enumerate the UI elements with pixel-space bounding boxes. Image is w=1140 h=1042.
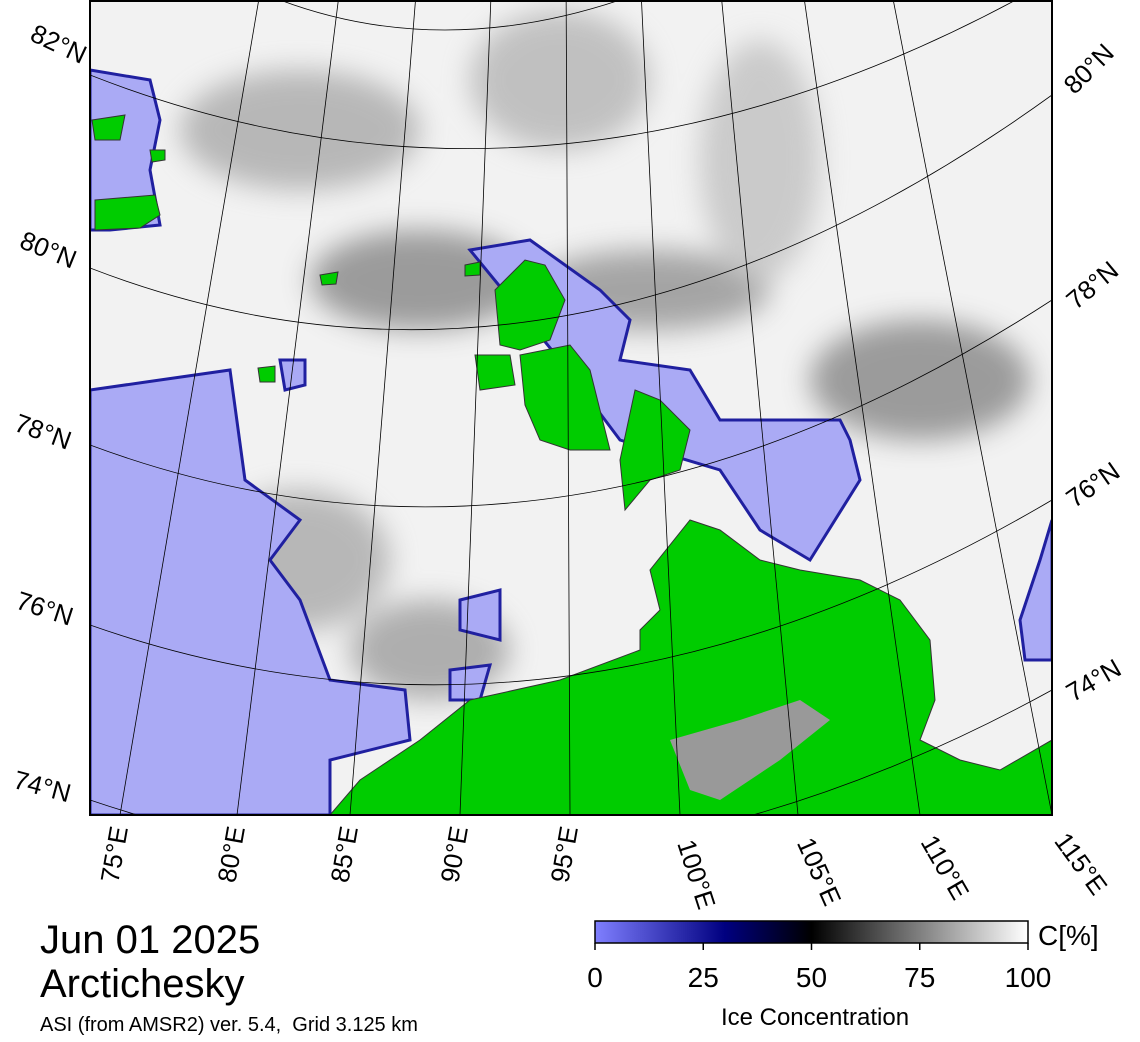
- colorbar: [594, 920, 1029, 944]
- open-water: [1018, 519, 1052, 662]
- land: [519, 344, 611, 451]
- land: [494, 259, 566, 351]
- date: Jun 01 2025: [40, 918, 260, 962]
- longitude-label: 90°E: [435, 824, 474, 885]
- longitude-label: 75°E: [95, 824, 134, 885]
- latitude-label: 82°N: [26, 18, 91, 70]
- region: Arctichesky: [40, 962, 245, 1006]
- open-water: [90, 368, 412, 815]
- longitude-label: 85°E: [325, 824, 364, 885]
- latitude-label: 74°N: [1061, 653, 1126, 708]
- map: [90, 0, 1052, 815]
- open-water: [278, 358, 307, 392]
- colorbar-tick-label: 100: [1005, 962, 1052, 993]
- open-water: [458, 588, 502, 642]
- colorbar-tick-label: 50: [796, 962, 827, 993]
- longitude-label: 95°E: [545, 824, 584, 885]
- colorbar-tick-label: 75: [904, 962, 935, 993]
- source: ASI (from AMSR2) ver. 5.4, Grid 3.125 km: [40, 1014, 418, 1036]
- colorbar-title: Ice Concentration: [721, 1004, 909, 1031]
- colorbar-tick-label: 25: [688, 962, 719, 993]
- latitude-label: 76°N: [13, 585, 78, 631]
- latitude-label: 80°N: [1057, 37, 1119, 99]
- land: [619, 389, 691, 512]
- latitude-label: 80°N: [16, 225, 81, 275]
- longitude-label: 105°E: [791, 833, 847, 910]
- latitude-label: 76°N: [1060, 456, 1125, 514]
- longitude-label: 115°E: [1049, 827, 1114, 901]
- colorbar-tick-label: 0: [587, 962, 603, 993]
- latitude-label: 78°N: [1060, 255, 1124, 315]
- land: [91, 114, 166, 231]
- land: [329, 519, 1052, 815]
- latitude-label: 78°N: [11, 408, 76, 456]
- longitude-label: 80°E: [212, 824, 251, 885]
- land: [474, 354, 516, 391]
- land: [257, 261, 481, 383]
- map-frame: [89, 0, 1053, 816]
- latitude-label: 74°N: [10, 764, 74, 808]
- longitude-label: 110°E: [915, 830, 976, 905]
- graticule: [90, 0, 1052, 815]
- land-ice: [670, 700, 830, 800]
- colorbar-unit: C[%]: [1038, 920, 1099, 951]
- longitude-label: 100°E: [671, 836, 722, 913]
